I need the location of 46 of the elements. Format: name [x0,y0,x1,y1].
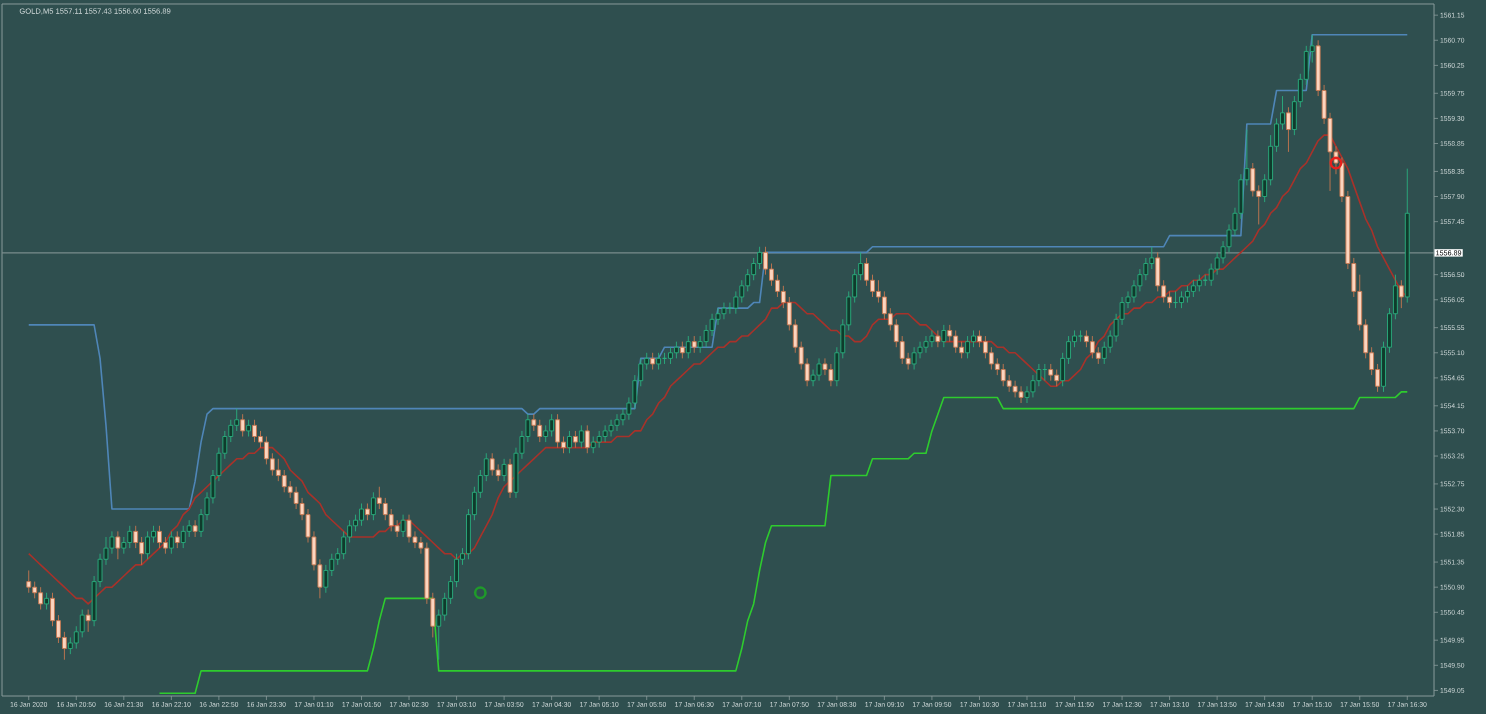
candlestick [115,530,121,560]
candlestick [929,330,935,348]
candlestick [38,586,44,610]
candlestick [501,458,507,482]
candlestick [537,419,543,443]
candlestick [192,519,198,538]
candlestick [406,514,412,543]
candlestick [489,452,495,477]
candlestick [145,530,150,560]
candlestick [85,609,91,633]
candlestick [721,302,727,320]
candlestick [1089,335,1095,359]
candlestick [370,491,376,521]
candlestick [602,424,608,443]
candlestick [127,525,133,549]
candlestick [1000,363,1006,387]
candlestick [1286,106,1291,153]
candlestick [965,335,970,359]
candlestick [507,458,513,499]
candlestick [953,330,959,354]
candlestick [26,569,32,594]
candlestick [400,514,406,538]
candlestick [935,330,941,348]
candlestick [941,324,947,348]
candlestick [685,335,691,359]
candlestick [240,413,246,437]
candlestick [578,424,584,449]
candlestick [168,530,174,555]
candlestick [157,525,162,549]
candlestick [816,357,822,382]
candlestick [727,302,733,315]
candlestick [1398,279,1404,309]
candlestick [1012,380,1018,398]
candlestick [608,419,614,437]
candlestick [614,413,620,432]
candlestick [1018,385,1024,404]
candlestick [180,525,186,549]
candlestick [359,503,364,527]
candlestick [911,346,917,370]
candlestick [549,413,555,437]
candlestick [555,413,560,449]
candlestick [584,424,590,454]
candlestick [252,419,257,443]
candlestick [923,335,929,354]
candlestick [828,363,834,387]
candlestick [567,430,572,454]
